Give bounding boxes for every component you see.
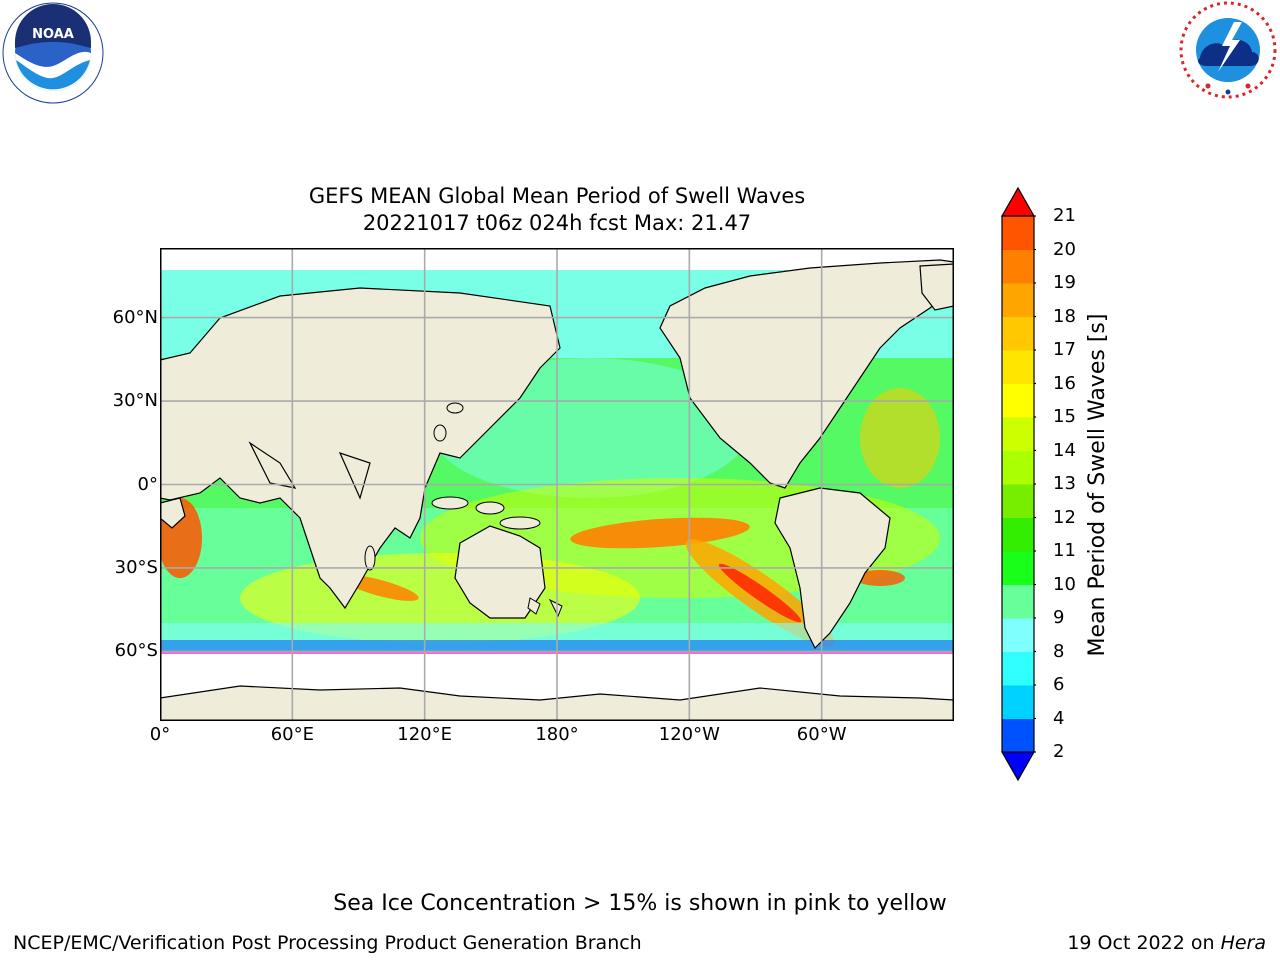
colorbar-bin	[1002, 350, 1034, 384]
colorbar-under-extension	[1000, 751, 1036, 782]
colorbar	[1000, 186, 1040, 782]
colorbar-tick-label: 12	[1053, 506, 1076, 528]
colorbar-bin	[1002, 216, 1034, 250]
lat-tick-label: 0°	[137, 473, 158, 495]
colorbar-bin	[1002, 584, 1034, 619]
colorbar-bin	[1002, 551, 1034, 585]
noaa-logo: NOAA	[2, 2, 104, 104]
colorbar-bin	[1002, 718, 1034, 753]
colorbar-over-extension	[1000, 186, 1036, 217]
sea-ice-note: Sea Ice Concentration > 15% is shown in …	[333, 891, 947, 916]
colorbar-bin	[1002, 651, 1034, 686]
colorbar-bin	[1002, 283, 1034, 317]
noaa-logo-text: NOAA	[32, 27, 74, 42]
map-title: GEFS MEAN Global Mean Period of Swell Wa…	[308, 184, 806, 208]
swell-period-map	[158, 248, 955, 722]
lat-tick-label: 60°S	[114, 640, 158, 662]
colorbar-tick-label: 4	[1053, 707, 1065, 729]
lat-tick-label: 30°S	[114, 556, 158, 578]
colorbar-tick-label: 9	[1053, 607, 1065, 628]
colorbar-tick-label: 16	[1053, 372, 1076, 394]
colorbar-bin	[1002, 383, 1034, 418]
colorbar-bin	[1002, 316, 1034, 351]
lat-tick-label: 30°N	[112, 390, 158, 412]
colorbar-bin	[1002, 618, 1034, 652]
colorbar-bin	[1002, 484, 1034, 518]
colorbar-tick-label: 2	[1053, 741, 1065, 762]
footer-date: 19 Oct 2022 on Hera	[1067, 932, 1266, 954]
colorbar-tick-label: 18	[1053, 305, 1076, 327]
colorbar-tick-label: 20	[1053, 238, 1076, 260]
colorbar-bin	[1002, 685, 1034, 719]
colorbar-bin	[1002, 517, 1034, 552]
footer-credit: NCEP/EMC/Verification Post Processing Pr…	[13, 932, 642, 954]
colorbar-tick-label: 14	[1053, 439, 1076, 461]
colorbar-bin	[1002, 249, 1034, 284]
lon-tick-label: 180°	[535, 724, 579, 745]
colorbar-label-text: Mean Period of Swell Waves [s]	[1085, 313, 1110, 657]
colorbar-tick-label: 6	[1053, 674, 1065, 695]
footer-date-text: 19 Oct 2022 on	[1067, 932, 1221, 954]
lon-tick-label: 60°W	[796, 724, 847, 745]
colorbar-tick-label: 21	[1053, 205, 1076, 226]
lon-tick-label: 0°	[149, 724, 171, 745]
lon-tick-label: 120°W	[658, 724, 720, 745]
colorbar-tick-label: 11	[1053, 540, 1076, 561]
colorbar-bin	[1002, 417, 1034, 451]
lon-tick-label: 120°E	[397, 724, 453, 745]
colorbar-tick-label: 17	[1053, 339, 1076, 360]
lon-tick-label: 60°E	[270, 724, 314, 745]
footer-machine: Hera	[1220, 932, 1266, 954]
colorbar-tick-label: 8	[1053, 640, 1065, 662]
nws-logo	[1178, 0, 1278, 100]
colorbar-bin	[1002, 450, 1034, 485]
lat-tick-label: 60°N	[112, 306, 158, 328]
colorbar-tick-label: 15	[1053, 406, 1076, 427]
colorbar-tick-label: 13	[1053, 473, 1076, 494]
map-subtitle: 20221017 t06z 024h fcst Max: 21.47	[362, 211, 752, 235]
colorbar-tick-label: 10	[1053, 573, 1076, 595]
colorbar-tick-label: 19	[1053, 272, 1076, 293]
